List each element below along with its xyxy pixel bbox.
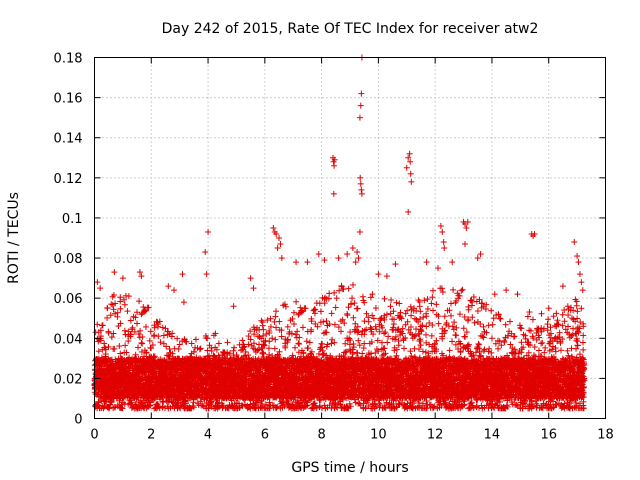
data-point bbox=[328, 340, 335, 347]
data-point bbox=[278, 333, 285, 340]
data-point bbox=[295, 340, 302, 347]
data-point bbox=[108, 334, 115, 341]
data-point bbox=[95, 348, 102, 355]
data-point bbox=[266, 351, 273, 358]
data-point bbox=[110, 306, 117, 313]
data-point bbox=[157, 339, 164, 346]
data-point bbox=[260, 326, 267, 333]
data-point bbox=[332, 304, 339, 311]
data-point bbox=[342, 340, 349, 347]
data-point bbox=[320, 330, 327, 337]
data-point bbox=[105, 329, 112, 336]
data-point bbox=[117, 305, 124, 312]
data-point bbox=[111, 345, 118, 352]
data-point bbox=[155, 333, 162, 340]
data-point bbox=[224, 339, 231, 346]
data-point bbox=[322, 294, 329, 301]
data-point bbox=[159, 324, 166, 331]
data-points bbox=[91, 54, 588, 412]
data-point bbox=[269, 335, 276, 342]
data-point bbox=[116, 343, 123, 350]
data-point bbox=[94, 321, 101, 328]
data-point bbox=[121, 327, 128, 334]
data-point bbox=[137, 327, 144, 334]
data-point bbox=[147, 328, 154, 335]
data-point bbox=[107, 312, 114, 319]
data-point bbox=[114, 309, 121, 316]
data-point bbox=[146, 337, 153, 344]
data-point bbox=[305, 344, 312, 351]
data-point bbox=[139, 340, 146, 347]
data-point bbox=[273, 308, 280, 315]
data-point bbox=[319, 340, 326, 347]
data-point bbox=[258, 317, 265, 324]
data-point bbox=[104, 314, 111, 321]
data-point bbox=[121, 301, 128, 308]
data-point bbox=[271, 345, 278, 352]
data-point bbox=[333, 295, 340, 302]
data-point bbox=[108, 301, 115, 308]
data-point bbox=[266, 338, 273, 345]
data-point bbox=[293, 298, 300, 305]
data-point bbox=[188, 340, 195, 347]
data-point bbox=[344, 312, 351, 319]
data-point bbox=[133, 320, 140, 327]
data-point bbox=[323, 329, 330, 336]
data-point bbox=[151, 332, 158, 339]
data-point bbox=[294, 328, 301, 335]
data-point bbox=[142, 323, 149, 330]
data-point bbox=[102, 346, 109, 353]
data-point bbox=[326, 290, 333, 297]
data-point bbox=[175, 345, 182, 352]
data-point bbox=[328, 310, 335, 317]
data-point bbox=[97, 327, 104, 334]
data-point bbox=[197, 345, 204, 352]
data-point bbox=[97, 333, 104, 340]
data-point bbox=[299, 324, 306, 331]
data-point bbox=[272, 336, 279, 343]
data-point bbox=[117, 294, 124, 301]
data-point bbox=[276, 318, 283, 325]
data-point bbox=[292, 344, 299, 351]
data-point bbox=[239, 337, 246, 344]
data-point bbox=[99, 322, 106, 329]
data-point bbox=[138, 339, 145, 346]
data-point bbox=[317, 308, 324, 315]
data-point bbox=[124, 308, 131, 315]
data-point bbox=[160, 332, 167, 339]
data-point bbox=[231, 344, 238, 351]
data-point bbox=[104, 305, 111, 312]
data-point bbox=[122, 342, 129, 349]
data-point bbox=[296, 340, 303, 347]
data-point bbox=[127, 317, 134, 324]
data-point bbox=[290, 321, 297, 328]
data-point bbox=[135, 344, 142, 351]
data-point bbox=[306, 339, 313, 346]
data-point bbox=[323, 318, 330, 325]
chart-title: Day 242 of 2015, Rate Of TEC Index for r… bbox=[162, 21, 539, 37]
data-point bbox=[303, 338, 310, 345]
data-point bbox=[292, 331, 299, 338]
data-point bbox=[192, 336, 199, 343]
grid-lines bbox=[94, 57, 606, 419]
data-point bbox=[136, 298, 143, 305]
data-point bbox=[215, 340, 222, 347]
